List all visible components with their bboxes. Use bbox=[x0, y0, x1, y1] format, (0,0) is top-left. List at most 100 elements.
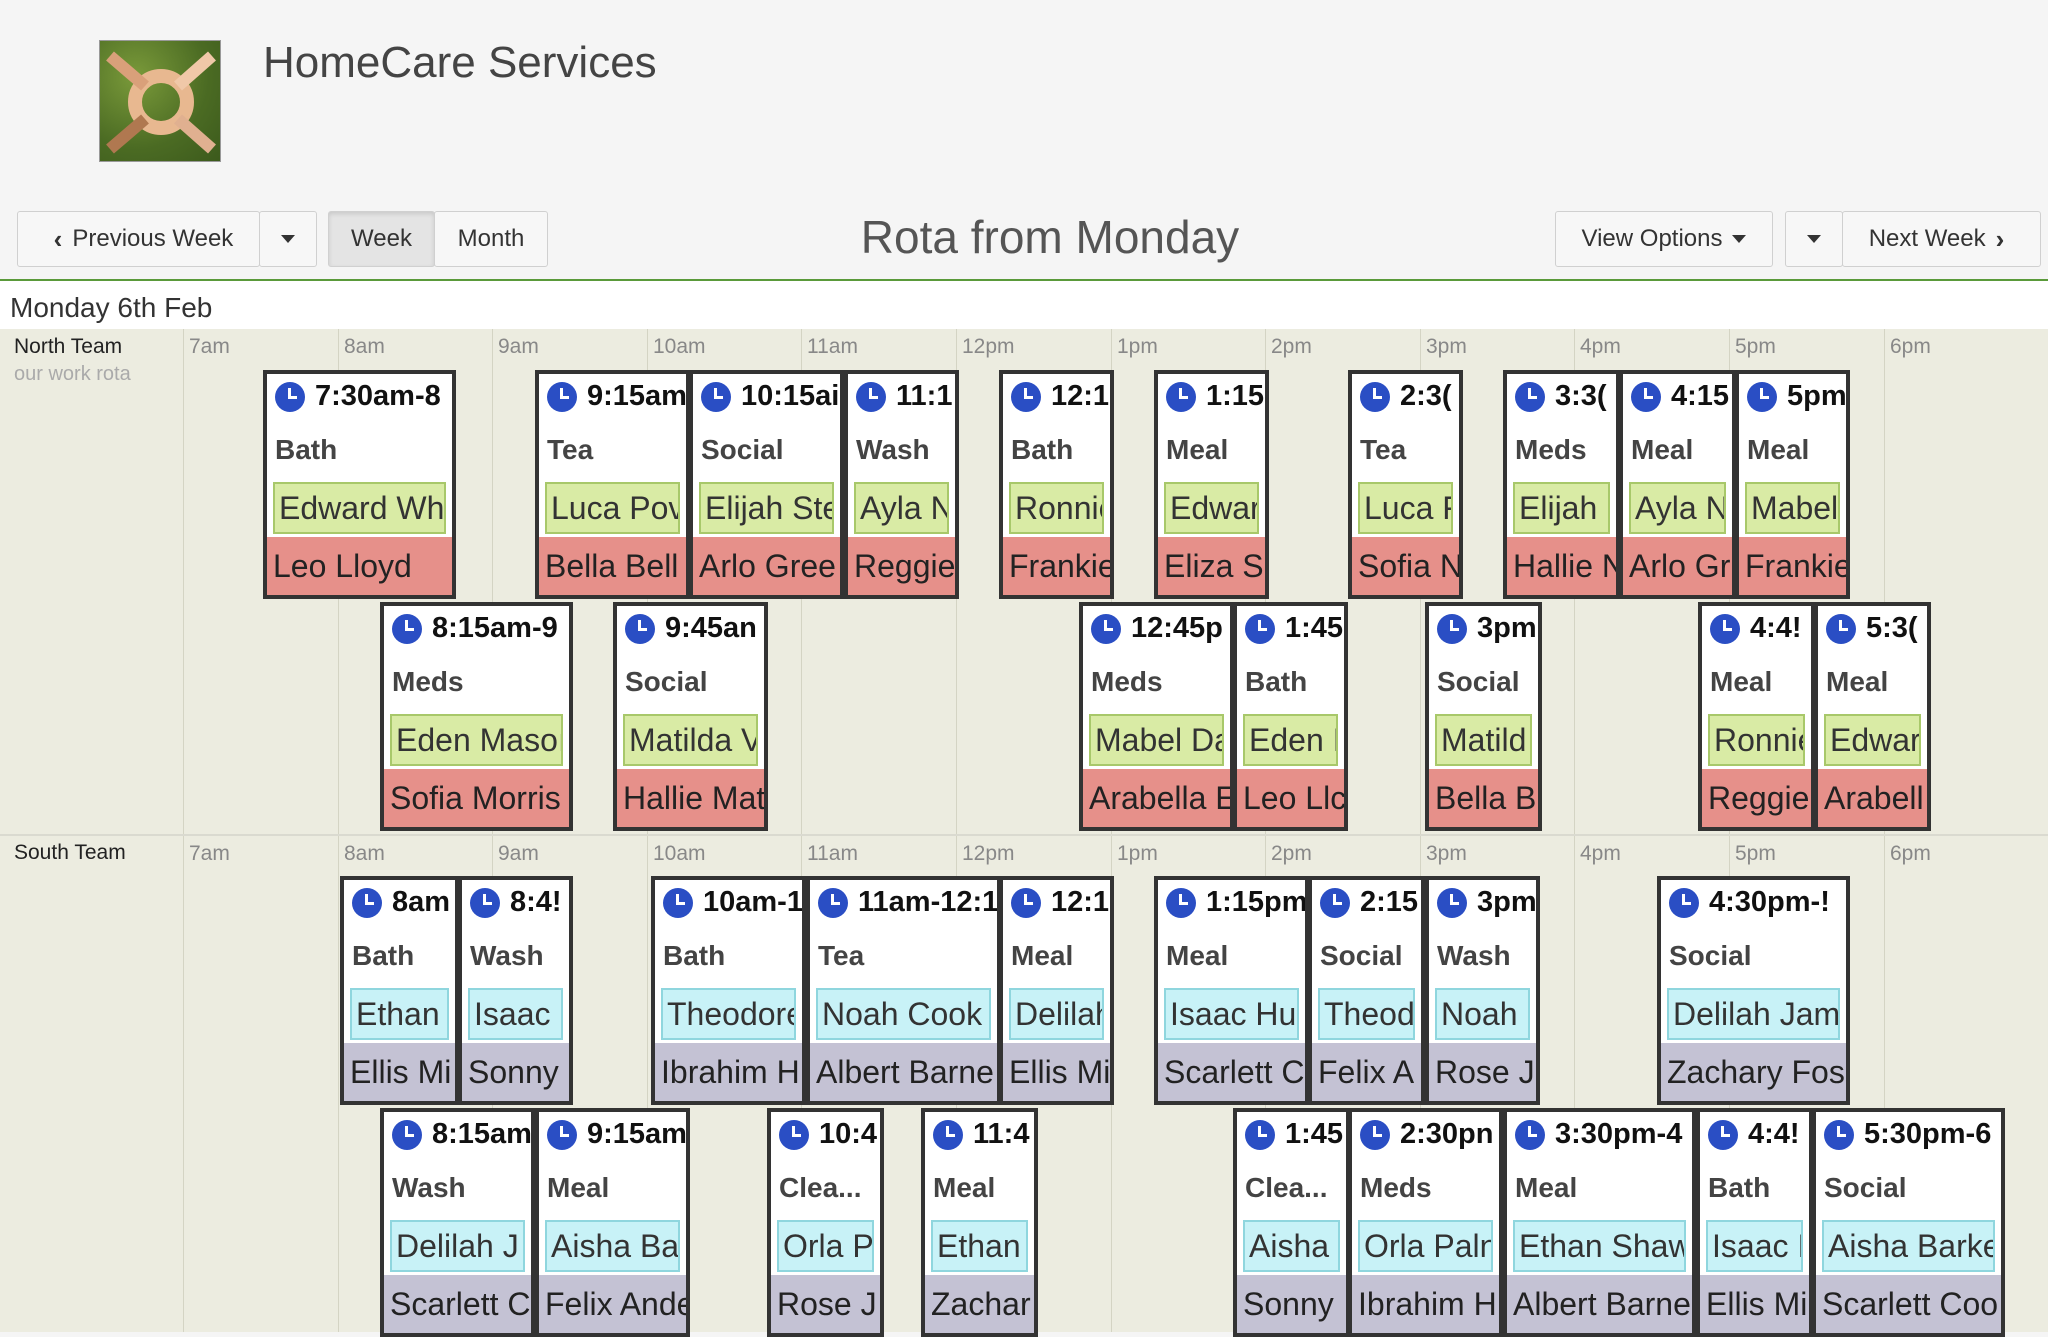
shift-carer[interactable]: Bella B bbox=[1429, 769, 1538, 827]
shift-carer[interactable]: Bella Bell bbox=[539, 537, 686, 595]
shift-client[interactable]: Aisha Barke bbox=[1822, 1220, 1995, 1272]
shift-client[interactable]: Eden Masoı bbox=[390, 714, 563, 766]
shift-carer[interactable]: Ibrahim H bbox=[1352, 1275, 1499, 1333]
shift-client[interactable]: Isaac I bbox=[468, 988, 563, 1040]
shift-client[interactable]: Ethan bbox=[931, 1220, 1028, 1272]
shift-client[interactable]: Mabel Da bbox=[1089, 714, 1224, 766]
shift-client[interactable]: Ethan Shaw bbox=[1513, 1220, 1686, 1272]
shift-card[interactable]: 9:45an Social Matilda V Hallie Mat bbox=[613, 602, 768, 831]
shift-card[interactable]: 4:4! Bath Isaac I Ellis Mi bbox=[1696, 1108, 1813, 1337]
shift-carer[interactable]: Sofia Morris bbox=[384, 769, 569, 827]
previous-dropdown-button[interactable] bbox=[259, 211, 317, 267]
shift-client[interactable]: Orla Paln bbox=[1358, 1220, 1493, 1272]
shift-carer[interactable]: Scarlett Coo bbox=[1816, 1275, 2001, 1333]
shift-carer[interactable]: Frankie bbox=[1739, 537, 1846, 595]
shift-client[interactable]: Eden I bbox=[1243, 714, 1338, 766]
shift-carer[interactable]: Arlo Gr bbox=[1623, 537, 1732, 595]
shift-card[interactable]: 12:1 Bath RonnieFrankie bbox=[999, 370, 1114, 599]
shift-carer[interactable]: Ellis Mi bbox=[344, 1043, 455, 1101]
shift-client[interactable]: Edward Wh bbox=[273, 482, 446, 534]
shift-card[interactable]: 7:30am-8 Bath Edward Wh Leo Lloyd bbox=[263, 370, 456, 599]
shift-carer[interactable]: Rose J bbox=[1429, 1043, 1536, 1101]
shift-card[interactable]: 11:4 Meal Ethan Zachar bbox=[921, 1108, 1038, 1337]
shift-card[interactable]: 8am Bath Ethan Ellis Mi bbox=[340, 876, 459, 1105]
shift-carer[interactable]: Ellis Mi bbox=[1700, 1275, 1809, 1333]
shift-client[interactable]: Elijah ! bbox=[1513, 482, 1610, 534]
shift-client[interactable]: Ronnie bbox=[1708, 714, 1805, 766]
shift-carer[interactable]: Albert Barne bbox=[810, 1043, 997, 1101]
shift-carer[interactable]: Reggie bbox=[848, 537, 955, 595]
shift-client[interactable]: Elijah Ste bbox=[699, 482, 834, 534]
shift-client[interactable]: Aisha bbox=[1243, 1220, 1340, 1272]
shift-client[interactable]: Aisha Ba bbox=[545, 1220, 680, 1272]
shift-client[interactable]: Mabel bbox=[1745, 482, 1840, 534]
shift-card[interactable]: 3pm Wash Noah (Rose J bbox=[1425, 876, 1540, 1105]
shift-carer[interactable]: Leo Lloyd bbox=[267, 537, 452, 595]
shift-card[interactable]: 2:30pn Meds Orla Paln Ibrahim H bbox=[1348, 1108, 1503, 1337]
shift-client[interactable]: Ethan bbox=[350, 988, 449, 1040]
shift-client[interactable]: Ayla N bbox=[1629, 482, 1726, 534]
next-dropdown-button[interactable] bbox=[1785, 211, 1843, 267]
shift-card[interactable]: 1:15 Meal Edwar Eliza Si bbox=[1154, 370, 1269, 599]
shift-client[interactable]: Noah Cook bbox=[816, 988, 991, 1040]
shift-card[interactable]: 1:15pm Meal Isaac Hu Scarlett C bbox=[1154, 876, 1309, 1105]
shift-carer[interactable]: Ellis Mi bbox=[1003, 1043, 1110, 1101]
previous-week-button[interactable]: ‹ Previous Week bbox=[17, 211, 260, 267]
shift-card[interactable]: 8:15am Wash Delilah J Scarlett C bbox=[380, 1108, 535, 1337]
shift-carer[interactable]: Arabell bbox=[1818, 769, 1927, 827]
shift-carer[interactable]: Sofia N bbox=[1352, 537, 1459, 595]
view-options-button[interactable]: View Options bbox=[1555, 211, 1773, 267]
shift-carer[interactable]: Arlo Gree bbox=[693, 537, 840, 595]
shift-card[interactable]: 4:30pm-! Social Delilah Jam Zachary Fos bbox=[1657, 876, 1850, 1105]
shift-carer[interactable]: Eliza Si bbox=[1158, 537, 1265, 595]
shift-carer[interactable]: Scarlett C bbox=[1158, 1043, 1305, 1101]
shift-card[interactable]: 10:4 Clea... Orla P Rose J bbox=[767, 1108, 884, 1337]
shift-carer[interactable]: Arabella E bbox=[1083, 769, 1230, 827]
shift-carer[interactable]: Hallie Mat bbox=[617, 769, 764, 827]
shift-card[interactable]: 2:15 Social Theod Felix A bbox=[1308, 876, 1425, 1105]
shift-client[interactable]: Theodore bbox=[661, 988, 796, 1040]
shift-client[interactable]: Edwar bbox=[1164, 482, 1259, 534]
shift-client[interactable]: Ayla N bbox=[854, 482, 949, 534]
shift-client[interactable]: Luca F bbox=[1358, 482, 1453, 534]
shift-carer[interactable]: Sonny bbox=[462, 1043, 569, 1101]
shift-client[interactable]: Theod bbox=[1318, 988, 1415, 1040]
shift-card[interactable]: 4:4! Meal RonnieReggie bbox=[1698, 602, 1815, 831]
shift-card[interactable]: 5:3(Meal Edwar Arabell bbox=[1814, 602, 1931, 831]
shift-card[interactable]: 10am-1 Bath Theodore Ibrahim H bbox=[651, 876, 806, 1105]
shift-client[interactable]: Noah ( bbox=[1435, 988, 1530, 1040]
shift-card[interactable]: 1:45 Clea... Aisha Sonny bbox=[1233, 1108, 1350, 1337]
shift-card[interactable]: 5:30pm-6 Social Aisha Barke Scarlett Coo bbox=[1812, 1108, 2005, 1337]
shift-card[interactable]: 4:15 Meal Ayla N Arlo Gr bbox=[1619, 370, 1736, 599]
shift-card[interactable]: 3:30pm-4 Meal Ethan Shaw Albert Barne bbox=[1503, 1108, 1696, 1337]
shift-carer[interactable]: Frankie bbox=[1003, 537, 1110, 595]
shift-client[interactable]: Edwar bbox=[1824, 714, 1921, 766]
shift-carer[interactable]: Felix A bbox=[1312, 1043, 1421, 1101]
shift-carer[interactable]: Hallie N bbox=[1507, 537, 1616, 595]
shift-card[interactable]: 3:3(Meds Elijah ! Hallie N bbox=[1503, 370, 1620, 599]
shift-client[interactable]: Luca Pov bbox=[545, 482, 680, 534]
shift-client[interactable]: Matilda V bbox=[623, 714, 758, 766]
shift-client[interactable]: Isaac Hu bbox=[1164, 988, 1299, 1040]
shift-client[interactable]: Orla P bbox=[777, 1220, 874, 1272]
shift-carer[interactable]: Reggie bbox=[1702, 769, 1811, 827]
shift-client[interactable]: Ronnie bbox=[1009, 482, 1104, 534]
shift-carer[interactable]: Albert Barne bbox=[1507, 1275, 1692, 1333]
shift-carer[interactable]: Ibrahim H bbox=[655, 1043, 802, 1101]
shift-card[interactable]: 5pm Meal Mabel Frankie bbox=[1735, 370, 1850, 599]
next-week-button[interactable]: Next Week › bbox=[1842, 211, 2041, 267]
shift-card[interactable]: 8:15am-9 Meds Eden Masoı Sofia Morris bbox=[380, 602, 573, 831]
shift-carer[interactable]: Rose J bbox=[771, 1275, 880, 1333]
shift-card[interactable]: 3pm Social Matild Bella B bbox=[1425, 602, 1542, 831]
shift-card[interactable]: 8:4! Wash Isaac I Sonny bbox=[458, 876, 573, 1105]
shift-card[interactable]: 1:45 Bath Eden I Leo Llc bbox=[1233, 602, 1348, 831]
shift-card[interactable]: 9:15am Meal Aisha Ba Felix Ande bbox=[535, 1108, 690, 1337]
shift-client[interactable]: Isaac I bbox=[1706, 1220, 1803, 1272]
shift-carer[interactable]: Zachary Fos bbox=[1661, 1043, 1846, 1101]
shift-carer[interactable]: Scarlett C bbox=[384, 1275, 531, 1333]
shift-card[interactable]: 12:1 Meal Delilah Ellis Mi bbox=[999, 876, 1114, 1105]
shift-carer[interactable]: Zachar bbox=[925, 1275, 1034, 1333]
tab-month[interactable]: Month bbox=[434, 211, 548, 267]
shift-carer[interactable]: Sonny bbox=[1237, 1275, 1346, 1333]
shift-card[interactable]: 2:3(Tea Luca F Sofia N bbox=[1348, 370, 1463, 599]
